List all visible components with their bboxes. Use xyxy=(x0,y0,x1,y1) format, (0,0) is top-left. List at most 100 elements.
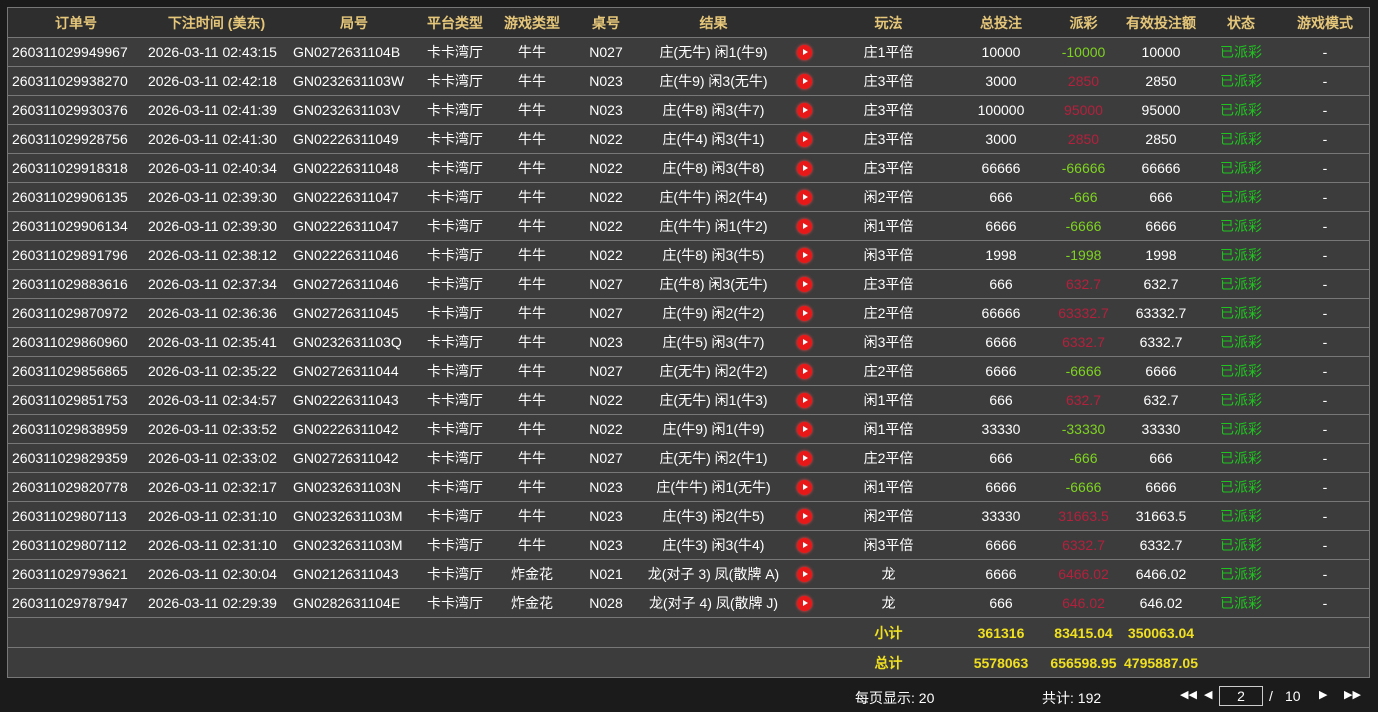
table-no-cell: N023 xyxy=(573,66,639,96)
valid-bet-cell: 646.02 xyxy=(1121,588,1201,618)
result-cell: 庄(牛牛) 闲1(无牛) xyxy=(639,472,788,502)
play-video-icon[interactable] xyxy=(797,596,812,612)
table-row: 260311029860960 2026-03-11 02:35:41 GN0232… xyxy=(8,327,1369,357)
play-video-icon[interactable] xyxy=(797,364,812,380)
video-cell xyxy=(788,298,821,328)
first-page-icon[interactable]: ◀◀ xyxy=(1180,689,1197,701)
table-row: 260311029787947 2026-03-11 02:29:39 GN0282… xyxy=(8,588,1369,618)
status-cell: 已派彩 xyxy=(1201,66,1281,96)
table-no-cell: N022 xyxy=(573,153,639,183)
platform-cell: 卡卡湾厅 xyxy=(419,501,491,531)
game-type-cell: 牛牛 xyxy=(491,153,573,183)
bet-time-cell: 2026-03-11 02:34:57 xyxy=(144,385,289,415)
total-bet-cell: 1998 xyxy=(956,240,1046,270)
game-type-cell: 牛牛 xyxy=(491,182,573,212)
total-bet-cell: 6666 xyxy=(956,472,1046,502)
play-video-icon[interactable] xyxy=(797,190,812,206)
header-col-valid-bet: 有效投注额 xyxy=(1121,8,1201,38)
video-cell xyxy=(788,327,821,357)
play-video-icon[interactable] xyxy=(797,45,812,61)
game-type-cell: 牛牛 xyxy=(491,240,573,270)
play-video-icon[interactable] xyxy=(797,219,812,235)
platform-cell: 卡卡湾厅 xyxy=(419,472,491,502)
game-mode-cell: - xyxy=(1281,95,1369,125)
round-no-cell: GN02126311043 xyxy=(289,559,419,589)
order-no-cell: 260311029906135 xyxy=(8,182,144,212)
play-video-icon[interactable] xyxy=(797,306,812,322)
prev-page-icon[interactable]: ◀ xyxy=(1204,689,1213,701)
table-row: 260311029793621 2026-03-11 02:30:04 GN0212… xyxy=(8,559,1369,589)
video-cell xyxy=(788,37,821,67)
status-cell: 已派彩 xyxy=(1201,414,1281,444)
valid-bet-cell: 1998 xyxy=(1121,240,1201,270)
play-cell: 庄2平倍 xyxy=(821,356,956,386)
play-video-icon[interactable] xyxy=(797,277,812,293)
valid-bet-cell: 33330 xyxy=(1121,414,1201,444)
play-video-icon[interactable] xyxy=(797,248,812,264)
platform-cell: 卡卡湾厅 xyxy=(419,240,491,270)
status-cell: 已派彩 xyxy=(1201,182,1281,212)
bet-time-cell: 2026-03-11 02:33:52 xyxy=(144,414,289,444)
header-col-play: 玩法 xyxy=(821,8,956,38)
valid-bet-cell: 2850 xyxy=(1121,66,1201,96)
status-cell: 已派彩 xyxy=(1201,269,1281,299)
total-bet-cell: 10000 xyxy=(956,37,1046,67)
table-no-cell: N027 xyxy=(573,298,639,328)
bet-time-cell: 2026-03-11 02:39:30 xyxy=(144,211,289,241)
table-no-cell: N027 xyxy=(573,269,639,299)
video-cell xyxy=(788,414,821,444)
play-video-icon[interactable] xyxy=(797,335,812,351)
bet-time-cell: 2026-03-11 02:31:10 xyxy=(144,501,289,531)
order-no-cell: 260311029851753 xyxy=(8,385,144,415)
bet-time-cell: 2026-03-11 02:38:12 xyxy=(144,240,289,270)
play-video-icon[interactable] xyxy=(797,480,812,496)
result-cell: 庄(无牛) 闲1(牛3) xyxy=(639,385,788,415)
order-no-cell: 260311029891796 xyxy=(8,240,144,270)
round-no-cell: GN02726311042 xyxy=(289,443,419,473)
page-number-input[interactable] xyxy=(1219,686,1263,706)
order-no-cell: 260311029949967 xyxy=(8,37,144,67)
last-page-icon[interactable]: ▶▶ xyxy=(1344,689,1361,701)
platform-cell: 卡卡湾厅 xyxy=(419,153,491,183)
order-no-cell: 260311029860960 xyxy=(8,327,144,357)
status-cell: 已派彩 xyxy=(1201,298,1281,328)
table-no-cell: N022 xyxy=(573,414,639,444)
result-cell: 龙(对子 3) 凤(散牌 A) xyxy=(639,559,788,589)
play-cell: 庄2平倍 xyxy=(821,443,956,473)
valid-bet-cell: 2850 xyxy=(1121,124,1201,154)
table-no-cell: N027 xyxy=(573,356,639,386)
order-no-cell: 260311029807112 xyxy=(8,530,144,560)
page-separator: / xyxy=(1269,688,1273,704)
result-cell: 庄(牛牛) 闲1(牛2) xyxy=(639,211,788,241)
play-video-icon[interactable] xyxy=(797,422,812,438)
game-mode-cell: - xyxy=(1281,472,1369,502)
payout-cell: 632.7 xyxy=(1046,385,1121,415)
total-bet-cell: 3000 xyxy=(956,66,1046,96)
game-mode-cell: - xyxy=(1281,385,1369,415)
round-no-cell: GN02226311049 xyxy=(289,124,419,154)
play-video-icon[interactable] xyxy=(797,161,812,177)
play-video-icon[interactable] xyxy=(797,103,812,119)
payout-cell: -6666 xyxy=(1046,356,1121,386)
status-cell: 已派彩 xyxy=(1201,356,1281,386)
play-video-icon[interactable] xyxy=(797,538,812,554)
status-cell: 已派彩 xyxy=(1201,153,1281,183)
play-video-icon[interactable] xyxy=(797,132,812,148)
play-video-icon[interactable] xyxy=(797,451,812,467)
table-row: 260311029870972 2026-03-11 02:36:36 GN0272… xyxy=(8,298,1369,328)
play-video-icon[interactable] xyxy=(797,74,812,90)
order-no-cell: 260311029883616 xyxy=(8,269,144,299)
play-video-icon[interactable] xyxy=(797,393,812,409)
total-bet-cell: 6666 xyxy=(956,327,1046,357)
video-cell xyxy=(788,356,821,386)
game-type-cell: 炸金花 xyxy=(491,559,573,589)
game-mode-cell: - xyxy=(1281,153,1369,183)
next-page-icon[interactable]: ▶ xyxy=(1319,689,1328,701)
order-no-cell: 260311029938270 xyxy=(8,66,144,96)
play-cell: 庄3平倍 xyxy=(821,124,956,154)
valid-bet-cell: 666 xyxy=(1121,182,1201,212)
play-video-icon[interactable] xyxy=(797,567,812,583)
play-video-icon[interactable] xyxy=(797,509,812,525)
result-cell: 庄(牛8) 闲3(牛7) xyxy=(639,95,788,125)
game-type-cell: 牛牛 xyxy=(491,530,573,560)
